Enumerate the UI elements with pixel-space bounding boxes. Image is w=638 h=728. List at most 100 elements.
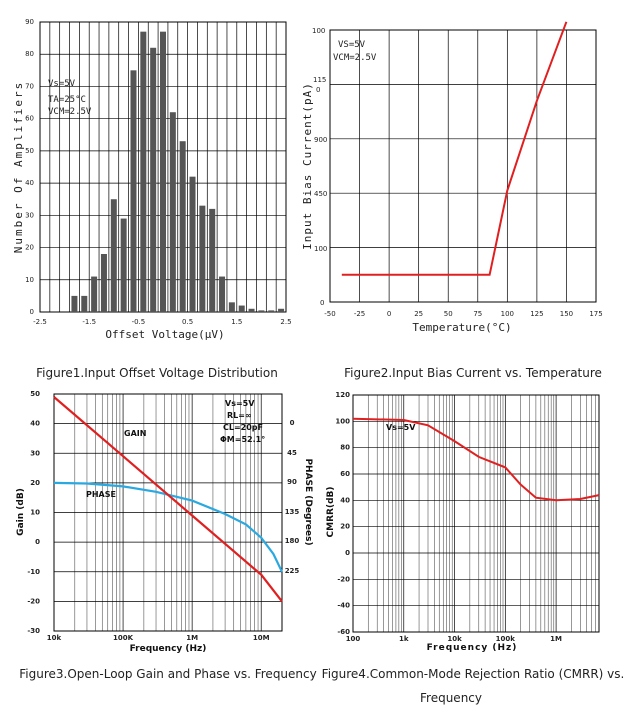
- fig1-xtick: 2.5: [280, 318, 291, 326]
- fig2-ytick: 100: [314, 245, 327, 253]
- fig4-xtick: 1k: [399, 635, 409, 643]
- fig2-frame: [329, 29, 597, 303]
- fig2-xtick: 50: [444, 310, 453, 318]
- fig3-y2label: PHASE (Degrees): [303, 458, 313, 545]
- fig1-ytick: 50: [25, 147, 34, 155]
- fig4-xtick: 10k: [447, 635, 462, 643]
- fig4-ytick: -20: [337, 575, 350, 583]
- fig3-ytick: -20: [27, 597, 40, 605]
- fig4-ytick: 20: [340, 523, 350, 531]
- fig2-xtick: 150: [560, 310, 573, 318]
- fig3-caption: Figure3.Open-Loop Gain and Phase vs. Fre…: [19, 667, 316, 681]
- fig3-frame: [53, 393, 283, 632]
- fig2-xtick: 100: [501, 310, 514, 318]
- fig1-bar: [130, 70, 137, 312]
- fig3-ytick: 30: [30, 449, 40, 457]
- fig2-xtick: 0: [387, 310, 391, 318]
- fig2-ytick: 0: [316, 86, 320, 94]
- fig1-bar: [258, 310, 265, 312]
- fig2-bias-line: [341, 21, 568, 276]
- fig2-ytick: 115: [313, 76, 326, 84]
- fig2-xlabel: Temperature(°C): [412, 321, 511, 334]
- fig1-caption: Figure1.Input Offset Voltage Distributio…: [36, 366, 278, 380]
- fig1-ytick: 20: [25, 244, 34, 252]
- fig3-gain-line: [53, 396, 283, 603]
- fig1-bar: [110, 199, 117, 312]
- fig1-bar: [189, 176, 196, 312]
- fig3-cond-vs: Vs=5V: [225, 399, 255, 408]
- fig1-cond-vcm: VCM=2.5V: [48, 107, 92, 117]
- fig1-bar: [228, 302, 235, 312]
- figure1-offset-distribution: 0 10 20 30 40 50 60 70 80 90 -2.5 -1.5 -0.5 0.5 1.5 2.…: [12, 18, 292, 341]
- fig3-gain-label: GAIN: [124, 429, 146, 438]
- fig2-ytick: 100: [312, 27, 325, 35]
- fig1-xtick: -2.5: [33, 318, 47, 326]
- fig1-ytick: 10: [25, 276, 34, 284]
- fig1-bar: [81, 295, 88, 312]
- fig3-ytick: 20: [30, 479, 40, 487]
- fig2-ylabel: Input Bias Current(pA): [301, 82, 314, 250]
- fig3-cond-cl: CL=20pF: [223, 423, 263, 432]
- fig3-ytick: -30: [27, 627, 40, 635]
- fig1-ylabel: Number Of Amplifiers: [12, 81, 25, 253]
- fig1-xtick: 0.5: [182, 318, 193, 326]
- fig3-xtick: 10M: [253, 634, 270, 642]
- fig2-ytick: 900: [314, 136, 327, 144]
- fig3-ytick: 40: [30, 420, 40, 428]
- fig3-y2tick: 90: [287, 478, 297, 486]
- fig4-caption-line2: Frequency: [420, 691, 482, 705]
- fig1-ytick: 80: [25, 50, 34, 58]
- fig1-ytick: 70: [25, 82, 34, 90]
- fig1-bar: [100, 254, 107, 312]
- fig1-ytick: 0: [30, 308, 34, 316]
- fig3-cond-rl: RL=∞: [227, 411, 252, 420]
- fig2-ytick: 450: [314, 190, 327, 198]
- fig3-ytick: 50: [30, 390, 40, 398]
- fig1-bar: [71, 295, 78, 312]
- fig1-xtick: -1.5: [82, 318, 96, 326]
- fig4-ylabel: CMRR(dB): [326, 487, 336, 538]
- fig1-bar: [238, 305, 245, 312]
- fig4-cond-vs: Vs=5V: [386, 423, 416, 432]
- fig4-ytick: 60: [340, 470, 350, 478]
- fig3-y2tick: 45: [287, 449, 297, 457]
- fig1-bar: [91, 276, 98, 312]
- fig1-bar: [160, 31, 166, 313]
- fig1-bar: [278, 308, 285, 312]
- fig1-bar: [140, 31, 147, 313]
- fig1-xlabel: Offset Voltage(μV): [105, 328, 224, 341]
- fig4-cmrr-line: [352, 417, 600, 502]
- fig4-ytick: -40: [337, 602, 350, 610]
- fig2-xtick: -50: [324, 310, 335, 318]
- fig4-xlabel: Frequency (Hz): [427, 643, 518, 653]
- fig1-bar: [120, 218, 127, 312]
- fig4-xtick: 100: [346, 635, 361, 643]
- fig3-cond-phim: ΦM=52.1°: [220, 435, 265, 444]
- fig3-ytick: -10: [27, 568, 40, 576]
- fig3-y2tick: 180: [285, 537, 300, 545]
- fig4-ytick: 80: [340, 444, 350, 452]
- fig3-xtick: 10k: [47, 634, 62, 642]
- fig2-xtick: 125: [530, 310, 543, 318]
- fig1-ytick: 40: [25, 179, 34, 187]
- fig3-y2tick: 0: [290, 419, 295, 427]
- fig1-bar: [150, 47, 157, 313]
- fig1-xtick: 1.5: [231, 318, 242, 326]
- fig4-ytick: 40: [340, 496, 350, 504]
- fig3-y2tick: 225: [285, 567, 300, 575]
- fig1-bar: [209, 208, 216, 312]
- fig2-cond-vs: VS=5V: [338, 40, 366, 50]
- fig2-xtick: 175: [589, 310, 602, 318]
- fig2-xtick: 25: [414, 310, 423, 318]
- figure2-bias-current: 100 115 0 900 450 100 0 -50 -25 0 25 50 75 100…: [301, 21, 603, 334]
- fig1-bar: [268, 310, 275, 312]
- fig4-frame: [352, 394, 600, 633]
- fig3-y2tick: 135: [285, 508, 300, 516]
- fig3-ytick: 0: [35, 538, 40, 546]
- fig2-xtick: 75: [473, 310, 482, 318]
- fig1-bar: [169, 112, 176, 312]
- fig3-xtick: 1M: [186, 634, 198, 642]
- fig3-ylabel: Gain (dB): [16, 488, 26, 536]
